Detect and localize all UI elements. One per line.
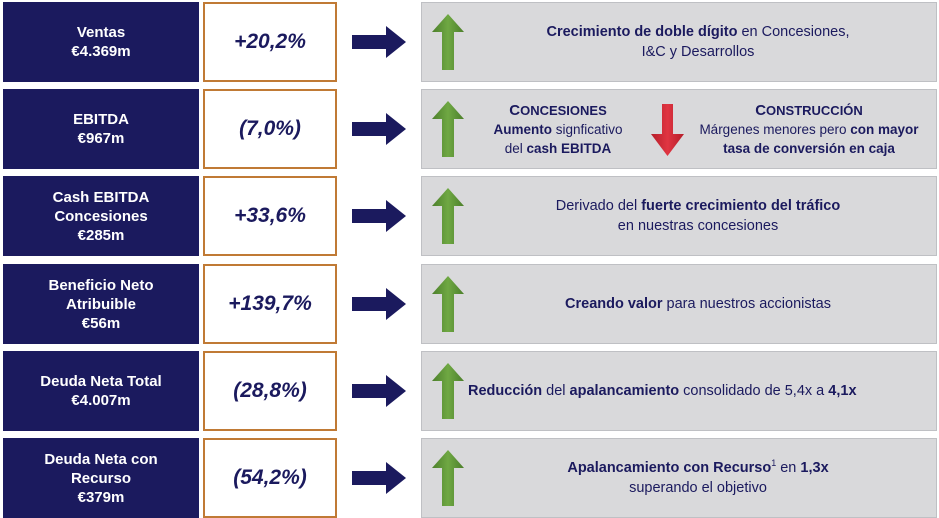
metric-label: Cash EBITDA Concesiones €285m [3,176,199,256]
metric-value: €4.007m [71,392,131,409]
navy-right-arrow-icon [352,113,406,145]
change-percent: +33,6% [203,176,337,256]
metric-label: Deuda Neta con Recurso €379m [3,438,199,518]
navy-right-arrow-icon [352,200,406,232]
change-percent: (28,8%) [203,351,337,431]
footnote-marker: 1 [771,458,777,469]
comment-text: Crecimiento de doble dígito en Concesion… [546,24,850,60]
metric-subname: Atribuible [65,295,136,313]
construccion-heading: CONSTRUCCIÓN [755,101,863,119]
kpi-row-ventas: Ventas €4.369m +20,2% Crecimiento de dobl… [0,2,939,82]
metric-label: Beneficio Neto Atribuible €56m [3,264,199,344]
construccion-column: CONSTRUCCIÓN Márgenes menores pero con m… [699,101,919,156]
kpi-row-deuda-neta-recurso: Deuda Neta con Recurso €379m (54,2%) Apala… [0,438,939,518]
green-up-arrow-icon [432,14,464,70]
green-up-arrow-icon [432,363,464,419]
kpi-row-deuda-neta-total: Deuda Neta Total €4.007m (28,8%) Reducció… [0,351,939,431]
kpi-row-ebitda: EBITDA €967m (7,0%) CONCESIONES Aumento s… [0,89,939,169]
comment-text: Reducción del apalancamiento consolidado… [468,383,857,399]
kpi-row-beneficio-neto: Beneficio Neto Atribuible €56m +139,7% Cre… [0,264,939,344]
metric-value: €285m [77,226,125,244]
metric-subname: Recurso [70,469,131,487]
metric-name: Cash EBITDA [52,188,150,206]
metric-label: Ventas €4.369m [3,2,199,82]
green-up-arrow-icon [432,188,464,244]
metric-subname: Concesiones [54,207,148,225]
kpi-row-cash-ebitda: Cash EBITDA Concesiones €285m +33,6% Deriv… [0,176,939,256]
metric-label: EBITDA €967m [3,89,199,169]
metric-name: Beneficio Neto [48,276,154,294]
change-percent: +139,7% [203,264,337,344]
change-percent: (54,2%) [203,438,337,518]
comment-panel: Reducción del apalancamiento consolidado… [421,351,937,431]
comment-text: Creando valor para nuestros accionistas [565,296,831,312]
metric-value: €379m [77,488,125,506]
metric-name: EBITDA [73,111,129,128]
green-up-arrow-icon [432,276,464,332]
comment-text: Derivado del fuerte crecimiento del tráf… [555,198,841,234]
comment-panel: Crecimiento de doble dígito en Concesion… [421,2,937,82]
comment-text: Apalancamiento con Recurso1 en 1,3x super… [567,458,829,496]
concesiones-column: CONCESIONES Aumento signficativo del cas… [493,101,623,156]
comment-panel: Apalancamiento con Recurso1 en 1,3x super… [421,438,937,518]
comment-panel: CONCESIONES Aumento signficativo del cas… [421,89,937,169]
green-up-arrow-icon [432,450,464,506]
change-percent: +20,2% [203,2,337,82]
navy-right-arrow-icon [352,26,406,58]
green-up-arrow-icon [432,101,464,157]
red-down-arrow-icon [651,104,684,156]
metric-name: Deuda Neta con [44,450,158,468]
metric-value: €56m [81,314,121,332]
navy-right-arrow-icon [352,462,406,494]
metric-value: €4.369m [71,43,131,60]
metric-name: Ventas [76,24,126,41]
navy-right-arrow-icon [352,288,406,320]
metric-value: €967m [77,130,125,147]
change-percent: (7,0%) [203,89,337,169]
comment-panel: Creando valor para nuestros accionistas [421,264,937,344]
metric-label: Deuda Neta Total €4.007m [3,351,199,431]
navy-right-arrow-icon [352,375,406,407]
metric-name: Deuda Neta Total [40,373,162,390]
comment-panel: Derivado del fuerte crecimiento del tráf… [421,176,937,256]
concesiones-heading: CONCESIONES [509,101,607,119]
